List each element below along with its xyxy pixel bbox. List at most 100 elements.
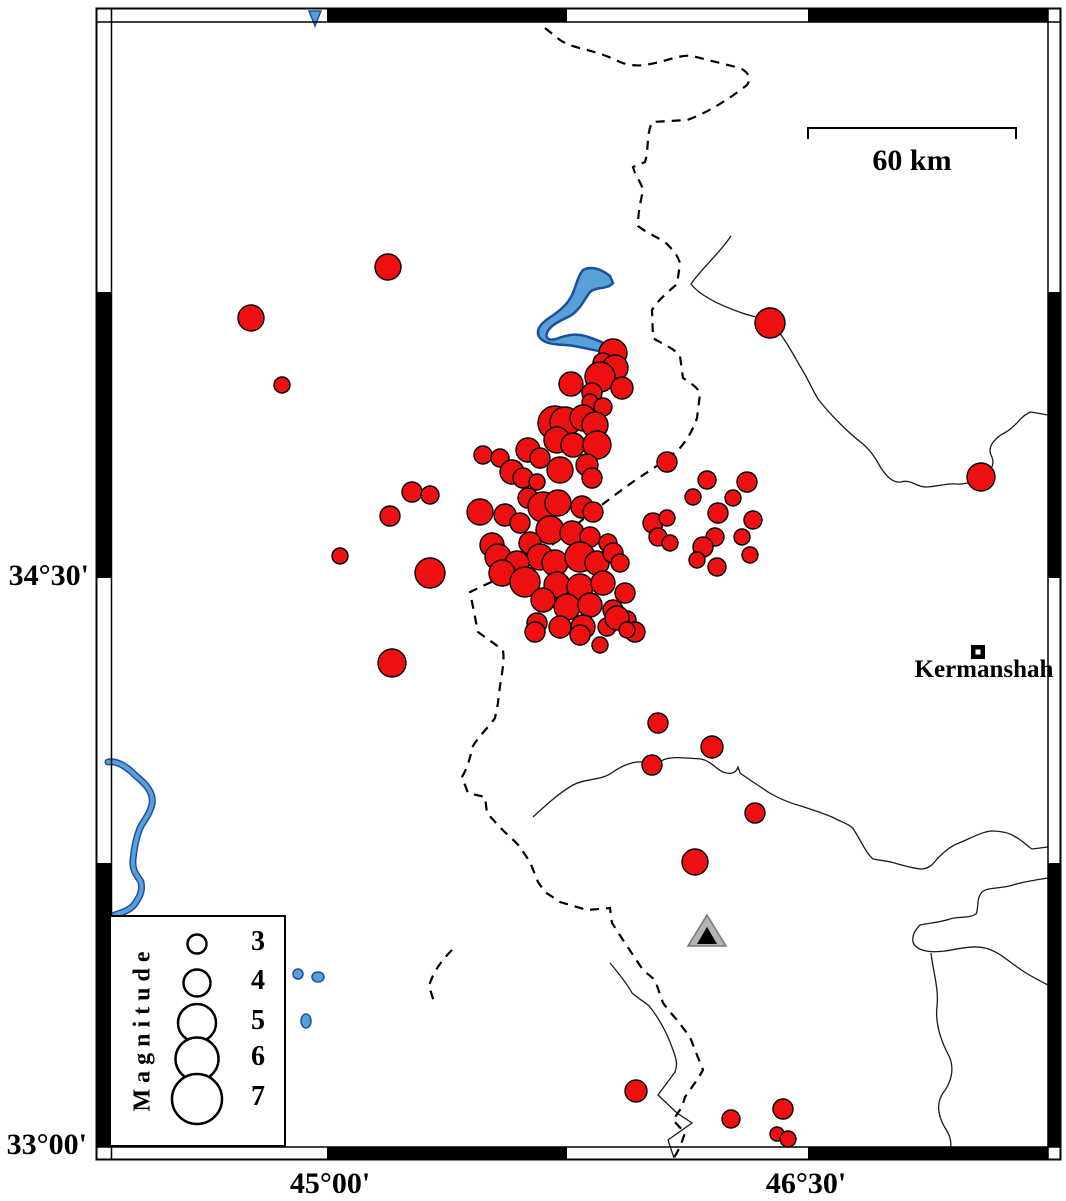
earthquake-marker: [744, 802, 766, 824]
earthquake-marker: [624, 1079, 648, 1103]
earthquake-marker: [707, 502, 729, 524]
earthquake-marker: [779, 1130, 797, 1148]
earthquake-marker: [544, 489, 572, 517]
axis-label: 46°30': [765, 1167, 847, 1200]
earthquake-marker: [466, 498, 494, 526]
axis-label: 45°00': [289, 1167, 371, 1200]
earthquake-marker: [697, 470, 717, 490]
station-triangle-inner: [697, 927, 717, 944]
earthquake-marker: [374, 253, 402, 281]
earthquake-marker: [379, 505, 401, 527]
earthquake-marker: [546, 456, 574, 484]
earthquake-marker: [661, 534, 679, 552]
legend-magnitude-number: 4: [251, 965, 265, 996]
earthquake-marker: [658, 509, 676, 527]
earthquake-marker: [530, 587, 556, 613]
earthquake-marker: [569, 624, 591, 646]
earthquake-marker: [641, 754, 663, 776]
earthquake-marker: [590, 570, 616, 596]
water-layer: [104, 10, 615, 1029]
earthquake-marker: [577, 592, 603, 618]
earthquake-marker: [733, 528, 751, 546]
earthquake-marker: [700, 735, 724, 759]
river-line: [532, 756, 1049, 870]
river-west: [106, 759, 155, 918]
earthquake-marker: [743, 510, 763, 530]
earthquake-layer: [237, 253, 996, 1148]
overlay-layer: [109, 127, 1017, 1147]
earthquake-marker: [707, 557, 727, 577]
pond: [311, 971, 325, 983]
earthquake-marker: [414, 557, 446, 589]
earthquake-marker: [581, 467, 603, 489]
earthquake-marker: [509, 566, 541, 598]
earthquake-marker: [524, 621, 546, 643]
pond: [300, 1013, 312, 1029]
legend-magnitude-number: 6: [251, 1041, 265, 1072]
legend-magnitude-circle: [170, 1072, 224, 1126]
city-label-kermanshah: Kermanshah: [914, 656, 1054, 683]
map-layers: [104, 10, 1049, 1159]
stream-top-edge: [307, 10, 323, 29]
earthquake-marker: [736, 471, 758, 493]
river-line: [912, 877, 1049, 1159]
frame-segment-right: [1048, 292, 1061, 578]
earthquake-marker: [721, 1109, 741, 1129]
frame-segment-bottom: [808, 1147, 1048, 1160]
frame-outer: [95, 7, 1062, 1161]
earthquake-marker: [420, 485, 440, 505]
frame-segment-top: [327, 8, 567, 22]
earthquake-marker: [401, 481, 423, 503]
legend-magnitude-number: 7: [251, 1081, 265, 1112]
scale-bar-label: 60 km: [872, 144, 952, 177]
earthquake-marker: [331, 547, 349, 565]
earthquake-marker: [684, 488, 702, 506]
earthquake-marker: [377, 648, 407, 678]
earthquake-marker: [548, 615, 572, 639]
earthquake-marker: [273, 376, 291, 394]
earthquake-marker: [656, 451, 678, 473]
earthquake-marker: [528, 473, 546, 491]
earthquake-marker: [724, 489, 742, 507]
legend-magnitude-number: 5: [251, 1005, 265, 1036]
scale-bar: [807, 127, 1017, 139]
earthquake-marker: [610, 376, 634, 400]
earthquake-marker: [772, 1098, 794, 1120]
earthquake-marker: [754, 307, 786, 339]
earthquake-marker: [647, 712, 669, 734]
frame-segment-left: [96, 292, 112, 578]
earthquake-marker: [529, 447, 551, 469]
earthquake-marker: [473, 445, 493, 465]
frame-segment-left: [96, 863, 112, 1147]
lake-reservoir: [536, 266, 615, 355]
river-line: [690, 235, 1049, 488]
frame-segment-bottom: [327, 1147, 567, 1160]
earthquake-marker: [618, 621, 636, 639]
axis-label: 33°00': [6, 1128, 87, 1161]
earthquake-marker: [509, 512, 531, 534]
earthquake-marker: [558, 371, 584, 397]
earthquake-marker: [966, 462, 996, 492]
earthquake-marker: [610, 553, 630, 573]
legend-magnitude-circle: [182, 968, 212, 998]
frame-segment-right: [1048, 863, 1061, 1147]
earthquake-marker: [741, 546, 759, 564]
earthquake-marker: [582, 501, 604, 523]
pond: [292, 968, 304, 980]
earthquake-marker: [614, 582, 636, 604]
legend-magnitude-number: 3: [251, 926, 265, 957]
earthquake-marker: [591, 636, 609, 654]
earthquake-marker: [688, 551, 706, 569]
international-border-dashed: [427, 949, 453, 1003]
river-line: [609, 962, 694, 1159]
earthquake-marker: [237, 304, 265, 332]
axis-label: 34°30': [8, 559, 89, 592]
map-frame: [95, 7, 1062, 1161]
earthquake-marker: [560, 432, 586, 458]
legend-magnitude-circle: [186, 933, 208, 955]
frame-segment-top: [808, 8, 1048, 22]
city-marker-hole: [975, 649, 981, 655]
earthquake-marker: [681, 848, 709, 876]
